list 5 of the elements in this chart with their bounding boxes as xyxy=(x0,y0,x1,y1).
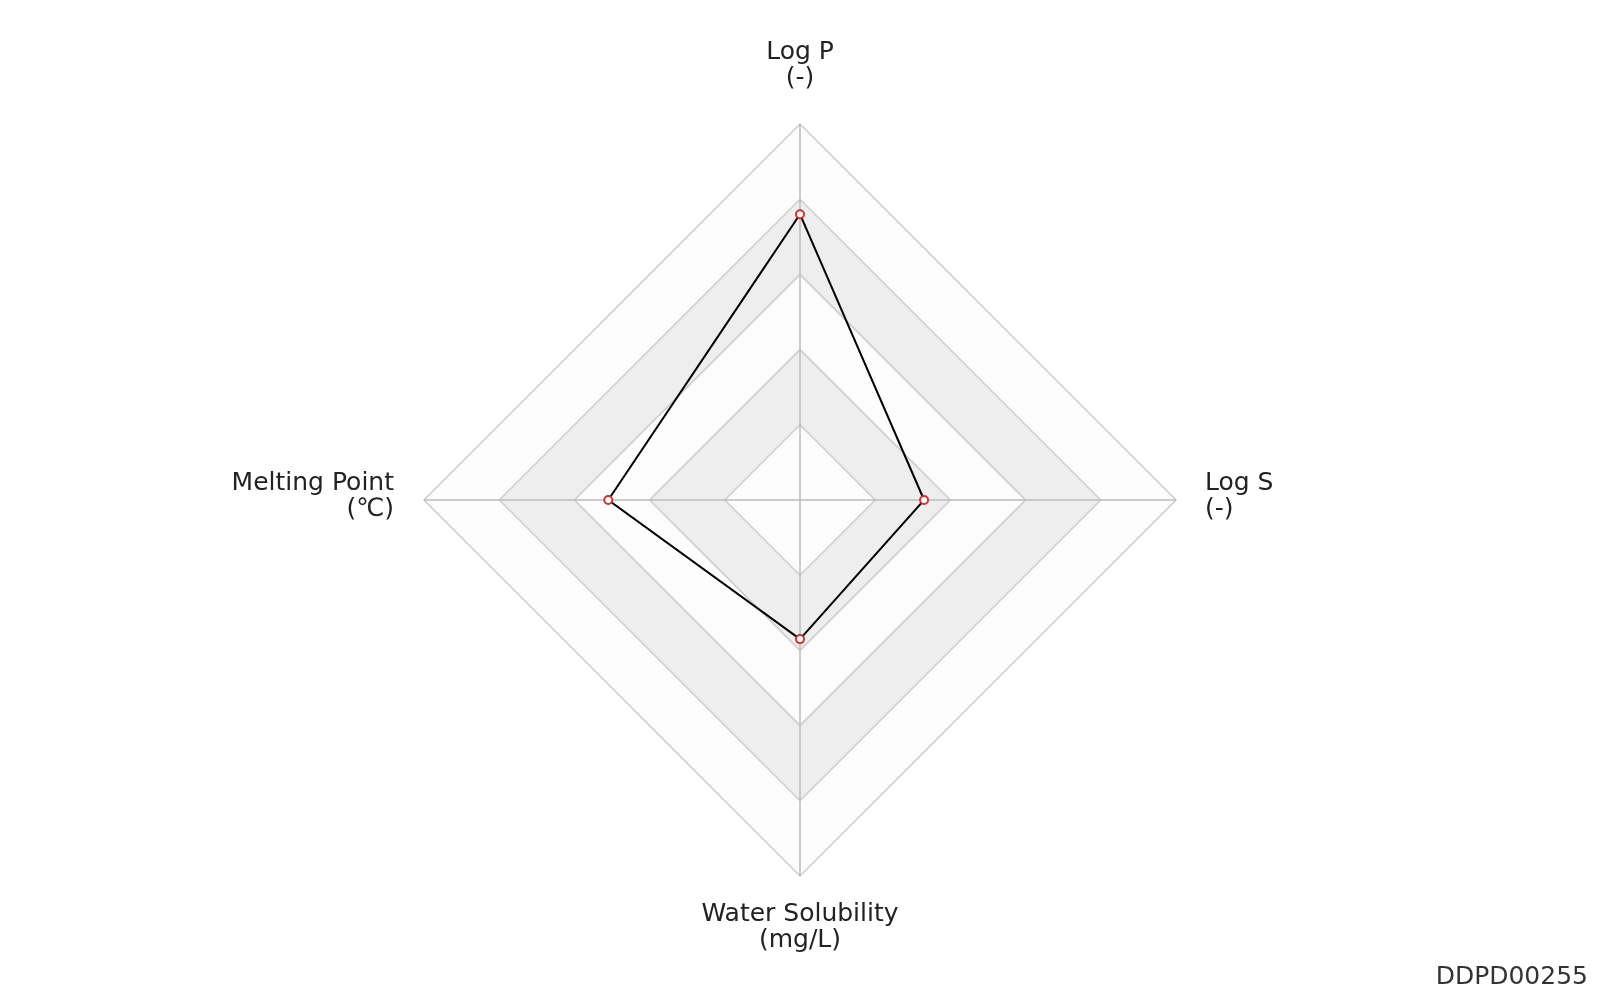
text: DDPD00255 xyxy=(1435,961,1588,990)
spoke-label: Water Solubility (mg/L) xyxy=(701,898,899,953)
spoke-label: Log S (-) xyxy=(1205,467,1274,522)
spoke-label: Log P (-) xyxy=(766,36,834,91)
spoke-label: Melting Point (℃) xyxy=(231,467,395,522)
